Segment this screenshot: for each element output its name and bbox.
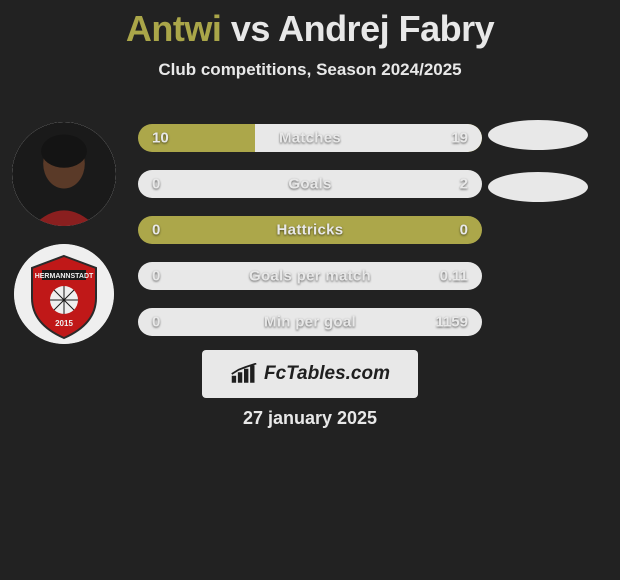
subtitle: Club competitions, Season 2024/2025 <box>0 60 620 80</box>
title-vs: vs <box>231 8 270 49</box>
stat-value-right: 1159 <box>435 314 468 331</box>
club2-ellipse <box>488 172 588 202</box>
right-column <box>488 120 608 224</box>
stat-value-left: 0 <box>152 222 160 239</box>
stat-label: Goals <box>288 176 331 193</box>
title-player1: Antwi <box>126 8 221 49</box>
watermark: FcTables.com <box>202 350 418 398</box>
stat-value-left: 0 <box>152 176 160 193</box>
stat-bar: 0 Hattricks 0 <box>138 216 482 244</box>
stat-value-right: 0.11 <box>440 268 468 285</box>
stat-bars: 10 Matches 19 0 Goals 2 0 Hattricks 0 0 Goals per … <box>138 124 482 354</box>
player-avatar <box>12 122 116 226</box>
stat-value-right: 2 <box>460 176 468 193</box>
date-text: 27 january 2025 <box>0 408 620 429</box>
svg-text:HERMANNSTADT: HERMANNSTADT <box>35 273 94 280</box>
stat-label: Hattricks <box>277 222 344 239</box>
stat-value-left: 0 <box>152 268 160 285</box>
chart-icon <box>230 363 258 385</box>
svg-text:2015: 2015 <box>55 319 73 328</box>
stat-bar: 0 Goals 2 <box>138 170 482 198</box>
player2-ellipse <box>488 120 588 150</box>
club-badge-icon: HERMANNSTADT 2015 <box>14 244 114 344</box>
left-column: HERMANNSTADT 2015 <box>8 122 120 344</box>
stat-bar: 0 Goals per match 0.11 <box>138 262 482 290</box>
stat-value-left: 10 <box>152 130 169 147</box>
stat-value-right: 19 <box>451 130 468 147</box>
stat-label: Matches <box>279 130 341 147</box>
watermark-text: FcTables.com <box>264 363 390 385</box>
stat-label: Goals per match <box>249 268 371 285</box>
stat-bar: 10 Matches 19 <box>138 124 482 152</box>
stat-value-right: 0 <box>460 222 468 239</box>
title-player2: Andrej Fabry <box>278 8 494 49</box>
page-title: Antwi vs Andrej Fabry <box>0 0 620 50</box>
stat-value-left: 0 <box>152 314 160 331</box>
stat-bar: 0 Min per goal 1159 <box>138 308 482 336</box>
stat-label: Min per goal <box>264 314 356 331</box>
